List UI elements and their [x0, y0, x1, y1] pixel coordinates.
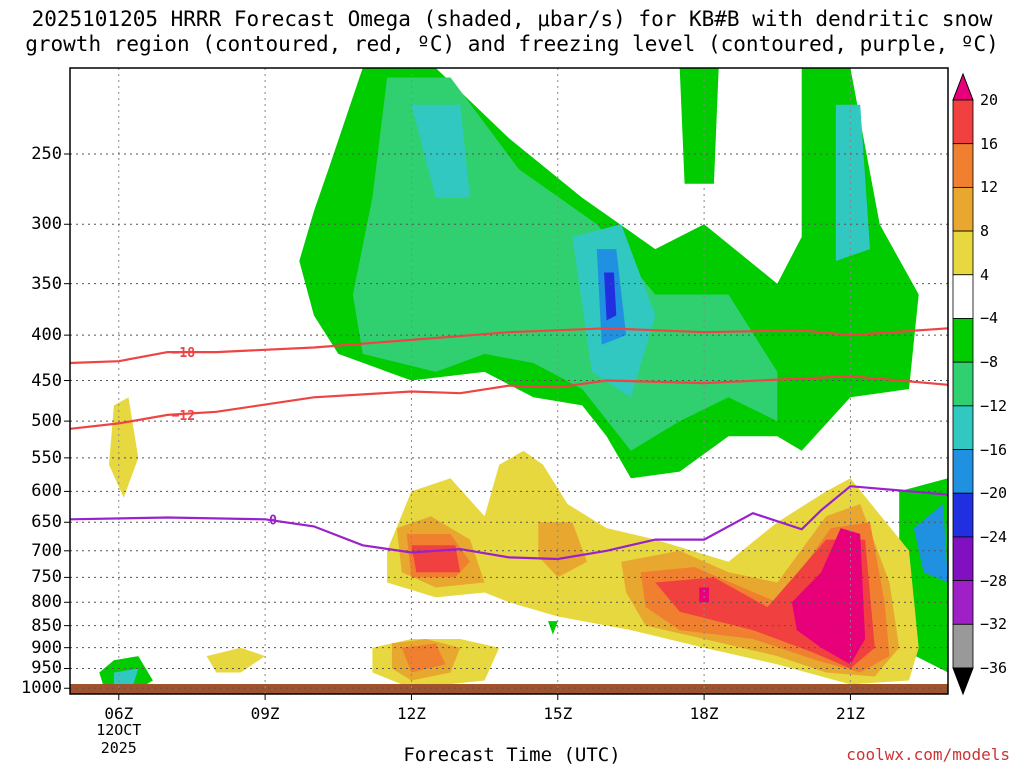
colorbar-label: 8 [980, 222, 990, 241]
colorbar-label: −4 [980, 309, 999, 328]
y-tick-label: 900 [31, 637, 62, 658]
isotherm-label-1: −12 [172, 409, 195, 424]
y-tick-label: 700 [31, 540, 62, 561]
ground-strip [70, 684, 948, 694]
colorbar-label: −32 [980, 615, 1008, 634]
colorbar-band-11 [952, 536, 974, 582]
isotherm-label-2: 0 [269, 513, 277, 528]
colorbar-band-7 [952, 361, 974, 407]
colorbar-band-9 [952, 449, 974, 494]
omega-shade-15 [109, 397, 139, 498]
y-tick-label: 1000 [21, 678, 62, 699]
y-tick-label: 500 [31, 411, 62, 432]
colorbar-band-10 [952, 492, 974, 538]
y-tick-label: 650 [31, 512, 62, 533]
colorbar-band-4 [952, 230, 974, 276]
y-tick-label: 450 [31, 370, 62, 391]
omega-shade-1 [679, 68, 719, 184]
colorbar-label: 12 [980, 178, 999, 197]
x-tick-label: 06Z [104, 704, 134, 723]
y-tick-label: 550 [31, 447, 62, 468]
colorbar-label: −8 [980, 353, 999, 372]
colorbar-band-13 [952, 623, 974, 669]
colorbar-label: 16 [980, 134, 999, 153]
chart-title-line1: 2025101205 HRRR Forecast Omega (shaded, … [31, 7, 993, 31]
x-tick-label: 15Z [543, 704, 573, 723]
y-tick-label: 350 [31, 273, 62, 294]
colorbar-label: −16 [980, 440, 1008, 459]
colorbar-band-12 [952, 580, 974, 625]
x-date-label: 12OCT [96, 721, 142, 739]
x-tick-label: 21Z [835, 704, 865, 723]
colorbar-bottom-arrow [952, 667, 974, 696]
isotherm-line-2 [70, 485, 948, 561]
omega-shade-7 [604, 272, 617, 321]
y-tick-label: 800 [31, 592, 62, 613]
y-tick-label: 300 [31, 214, 62, 235]
colorbar-label: −28 [980, 571, 1008, 590]
y-tick-label: 250 [31, 143, 62, 164]
x-tick-label: 09Z [250, 704, 280, 723]
omega-shade-26 [699, 587, 709, 603]
omega-shade-11 [113, 668, 139, 685]
omega-shade-5 [835, 104, 870, 261]
chart-title-line2: growth region (contoured, red, ºC) and f… [25, 32, 999, 56]
omega-shade-27 [548, 621, 558, 635]
isotherm-label-0: −18 [172, 346, 196, 361]
y-tick-label: 950 [31, 658, 62, 679]
colorbar-label: −36 [980, 659, 1008, 677]
plot-area: −18 −12 0 [70, 68, 948, 694]
colorbar-band-1 [952, 99, 974, 145]
credit-text: coolwx.com/models [846, 745, 1010, 764]
omega-shade-25 [791, 528, 866, 665]
colorbar-label: −12 [980, 396, 1008, 415]
isotherm-line-0 [70, 327, 948, 365]
x-tick-label: 18Z [689, 704, 719, 723]
x-tick-label: 12Z [396, 704, 426, 723]
omega-shade-14 [206, 647, 266, 673]
colorbar-band-5 [952, 274, 974, 319]
colorbar-top-arrow [952, 72, 974, 101]
omega-shade-3 [411, 104, 470, 198]
colorbar-label: 20 [980, 91, 999, 109]
isotherm-line-1 [70, 375, 948, 430]
y-tick-label: 750 [31, 567, 62, 588]
colorbar-band-6 [952, 318, 974, 363]
colorbar-band-8 [952, 405, 974, 450]
colorbar-band-2 [952, 143, 974, 188]
y-tick-label: 600 [31, 481, 62, 502]
omega-shade-22 [401, 643, 446, 673]
x-date-label: 2025 [100, 739, 137, 757]
omega-shade-17 [538, 522, 587, 578]
colorbar-band-3 [952, 186, 974, 232]
omega-shade-9 [913, 504, 948, 583]
x-axis-title: Forecast Time (UTC) [403, 744, 621, 766]
colorbar-label: −24 [980, 527, 1008, 546]
y-tick-label: 850 [31, 615, 62, 636]
colorbar-label: −20 [980, 484, 1008, 503]
colorbar-label: 4 [980, 265, 990, 284]
y-tick-label: 400 [31, 325, 62, 346]
